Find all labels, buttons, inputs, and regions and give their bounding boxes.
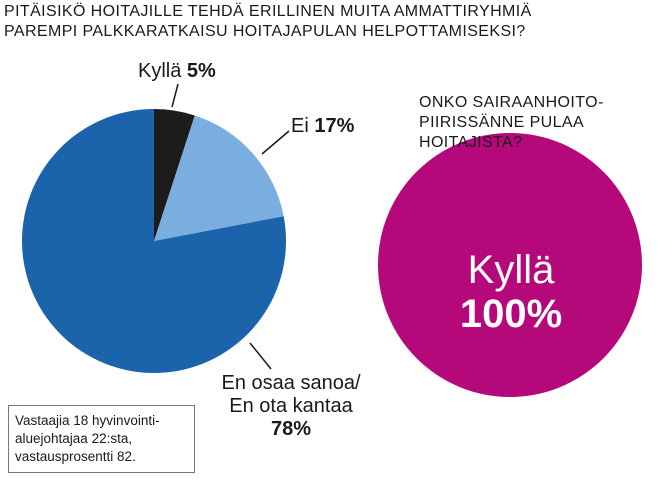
respondents-note: Vastaajia 18 hyvinvointi- aluejohtajaa 2… [8,405,195,473]
pie-chart-hoitajapula [378,133,642,397]
second-chart-title: ONKO SAIRAANHOITO- PIIRISSÄNNE PULAA HOI… [419,93,649,153]
second-chart-title-line-1: ONKO SAIRAANHOITO- [419,94,604,111]
chart-title: PITÄISIKÖ HOITAJILLE TEHDÄ ERILLINEN MUI… [4,2,644,42]
pie-slice-en-osaa-sanoa-en-ota-kantaa [22,109,286,374]
slice-label-kylla-100-value: 100% [459,292,563,336]
respondents-note-line-3: vastausprosentti 82. [15,449,136,464]
second-chart-title-line-3: HOITAJISTA? [419,134,523,151]
chart-title-line-2: PAREMPI PALKKARATKAISU HOITAJAPULAN HELP… [4,23,526,40]
slice-label-ei: Ei 17% [291,115,354,138]
slice-label-kylla-100-text: Kyllä [467,248,555,292]
slice-label-en-osaa-sanoa: En osaa sanoa/ En ota kantaa 78% [216,372,366,441]
slice-label-kylla-text: Kyllä [138,60,182,82]
pie-slice-ei [154,115,284,241]
chart-title-line-1: PITÄISIKÖ HOITAJILLE TEHDÄ ERILLINEN MUI… [4,3,532,20]
label-leader-lines [171,83,290,370]
second-chart-title-line-2: PIIRISSÄNNE PULAA [419,114,585,131]
pie-chart-palkkaratkaisu [22,109,286,374]
pie-slice-kyll [378,133,642,397]
respondents-note-line-1: Vastaajia 18 hyvinvointi- [15,413,160,428]
slice-label-kylla-value: 5% [186,60,216,82]
leader-line-kylla [171,83,179,108]
slice-label-eos-line-1: En osaa sanoa/ [221,372,361,394]
slice-label-ei-value: 17% [314,115,355,137]
slice-label-eos-value: 78% [270,418,312,440]
pie-slice-kyll [154,109,195,241]
respondents-note-line-2: aluejohtajaa 22:sta, [15,431,133,446]
slice-label-kylla-100: Kyllä 100% [380,248,642,336]
slice-label-kylla: Kyllä 5% [138,60,216,83]
leader-line-ei [261,130,290,155]
slice-label-ei-text: Ei [291,115,309,137]
slice-label-eos-line-2: En ota kantaa [229,395,353,417]
leader-line-en-osaa-sanoa [249,342,272,370]
